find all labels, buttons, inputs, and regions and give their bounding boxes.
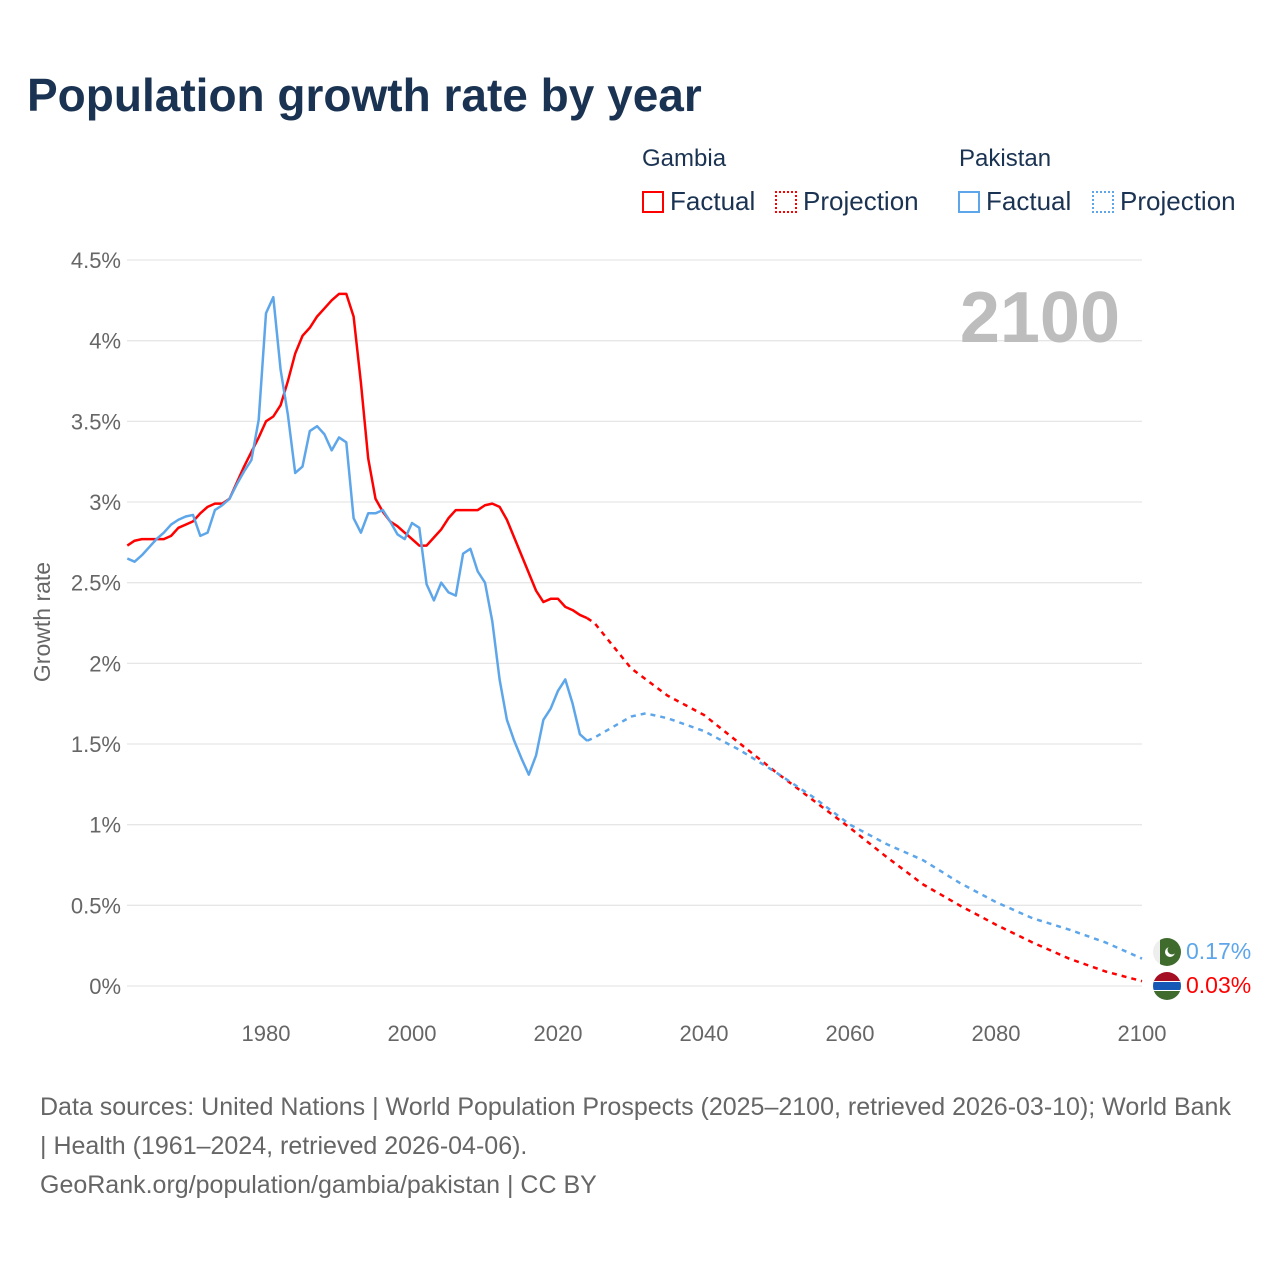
pakistan-projection-line <box>586 712 1143 960</box>
legend-label: Factual <box>670 186 756 216</box>
chart-title: Population growth rate by year <box>27 69 702 121</box>
legend-swatch <box>642 190 664 213</box>
legend-pakistan-factual[interactable]: Factual <box>958 186 1071 217</box>
x-tick-label: 1980 <box>242 1021 291 1046</box>
legend-label: Projection <box>803 186 919 216</box>
source-note: Data sources: United Nations | World Pop… <box>40 1088 1240 1205</box>
gambia-flag-icon <box>1153 972 1181 1000</box>
y-tick-label: 3.5% <box>71 409 121 434</box>
y-tick-label: 0% <box>89 974 121 999</box>
y-tick-label: 4.5% <box>71 248 121 273</box>
x-tick-label: 2020 <box>534 1021 583 1046</box>
x-tick-label: 2000 <box>388 1021 437 1046</box>
y-tick-label: 3% <box>89 490 121 515</box>
y-axis-label: Growth rate <box>29 562 55 682</box>
source-link[interactable]: GeoRank.org/population/gambia/pakistan |… <box>40 1171 597 1199</box>
gambia-factual-line <box>126 292 588 620</box>
legend-label: Factual <box>986 186 1072 216</box>
y-tick-label: 0.5% <box>71 893 121 918</box>
line-chart: 0% 0.5% 1% 1.5% 2% 2.5% 3% 3.5% 4% 4.5% 1980 2000 20… <box>29 248 1251 1046</box>
legend-pakistan-projection[interactable]: Projection <box>1092 186 1236 217</box>
source-text: Data sources: United Nations | World Pop… <box>40 1093 1231 1160</box>
x-tick-label: 2040 <box>680 1021 729 1046</box>
year-watermark: 2100 <box>960 278 1120 358</box>
legend-swatch <box>958 190 980 213</box>
legend-swatch <box>1092 190 1114 213</box>
x-tick-label: 2100 <box>1118 1021 1167 1046</box>
x-tick-label: 2080 <box>972 1021 1021 1046</box>
legend-swatch <box>775 190 797 213</box>
legend-gambia-projection[interactable]: Projection <box>775 186 919 217</box>
gambia-end-label: 0.03% <box>1186 972 1251 998</box>
x-tick-label: 2060 <box>826 1021 875 1046</box>
pakistan-end-label: 0.17% <box>1186 938 1251 964</box>
legend-group-pakistan: Pakistan <box>959 145 1052 172</box>
legend-group-gambia: Gambia <box>642 145 727 172</box>
legend-label: Projection <box>1120 186 1236 216</box>
pakistan-factual-line <box>126 295 589 776</box>
y-tick-label: 1% <box>89 813 121 838</box>
y-tick-label: 2.5% <box>71 571 121 596</box>
y-tick-label: 4% <box>89 329 121 354</box>
y-tick-label: 2% <box>89 651 121 676</box>
y-tick-label: 1.5% <box>71 732 121 757</box>
pakistan-flag-icon <box>1153 938 1181 966</box>
legend-gambia-factual[interactable]: Factual <box>642 186 755 217</box>
